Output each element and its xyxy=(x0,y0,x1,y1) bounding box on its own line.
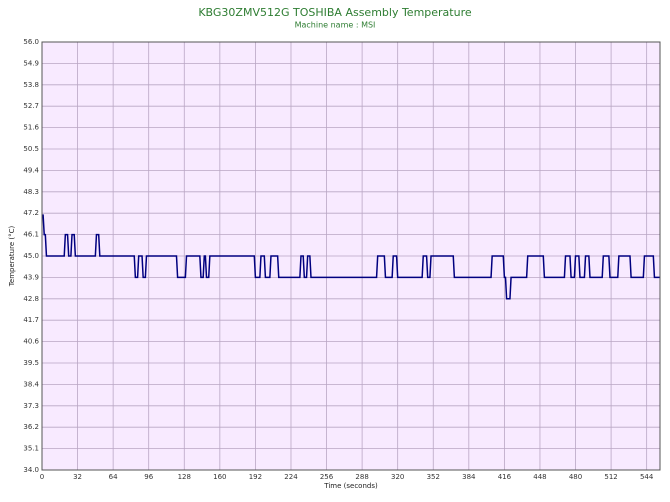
y-tick-label: 51.6 xyxy=(23,124,39,132)
chart-subtitle: Machine name : MSI xyxy=(295,21,376,30)
x-tick-label: 544 xyxy=(640,473,654,481)
x-tick-label: 192 xyxy=(249,473,262,481)
y-tick-label: 37.3 xyxy=(23,402,39,410)
x-tick-label: 352 xyxy=(427,473,440,481)
y-tick-label: 42.8 xyxy=(23,295,39,303)
plot-border xyxy=(41,41,661,471)
x-tick-label: 256 xyxy=(320,473,334,481)
y-tick-label: 36.2 xyxy=(23,423,39,431)
y-tick-label: 49.4 xyxy=(23,166,39,174)
y-axis-label: Temperature (°C) xyxy=(8,226,16,288)
x-tick-label: 96 xyxy=(144,473,153,481)
chart-title: KBG30ZMV512G TOSHIBA Assembly Temperatur… xyxy=(198,6,472,19)
y-tick-label: 45.0 xyxy=(23,252,39,260)
x-tick-label: 32 xyxy=(73,473,82,481)
y-tick-label: 48.3 xyxy=(23,188,39,196)
y-tick-label: 50.5 xyxy=(23,145,39,153)
x-tick-label: 288 xyxy=(355,473,368,481)
x-tick-label: 224 xyxy=(284,473,298,481)
y-tick-label: 47.2 xyxy=(23,209,39,217)
y-tick-label: 35.1 xyxy=(23,445,39,453)
x-tick-label: 512 xyxy=(604,473,617,481)
y-tick-label: 56.0 xyxy=(23,38,39,46)
y-tick-label: 39.5 xyxy=(23,359,39,367)
y-tick-label: 38.4 xyxy=(23,380,39,388)
y-tick-label: 46.1 xyxy=(23,231,39,239)
y-tick-label: 54.9 xyxy=(23,59,39,67)
x-tick-label: 448 xyxy=(533,473,546,481)
x-tick-label: 320 xyxy=(391,473,404,481)
x-tick-label: 160 xyxy=(213,473,226,481)
x-tick-label: 384 xyxy=(462,473,476,481)
temperature-line xyxy=(42,214,660,300)
x-axis-label: Time (seconds) xyxy=(323,482,378,490)
y-tick-label: 40.6 xyxy=(23,338,39,346)
x-tick-label: 0 xyxy=(40,473,44,481)
x-tick-label: 416 xyxy=(498,473,512,481)
x-tick-label: 480 xyxy=(569,473,582,481)
x-tick-label: 64 xyxy=(109,473,118,481)
y-tick-label: 43.9 xyxy=(23,273,39,281)
y-tick-label: 52.7 xyxy=(23,102,39,110)
y-tick-label: 53.8 xyxy=(23,81,39,89)
y-tick-label: 41.7 xyxy=(23,316,39,324)
y-tick-label: 34.0 xyxy=(23,466,39,474)
x-tick-label: 128 xyxy=(178,473,191,481)
